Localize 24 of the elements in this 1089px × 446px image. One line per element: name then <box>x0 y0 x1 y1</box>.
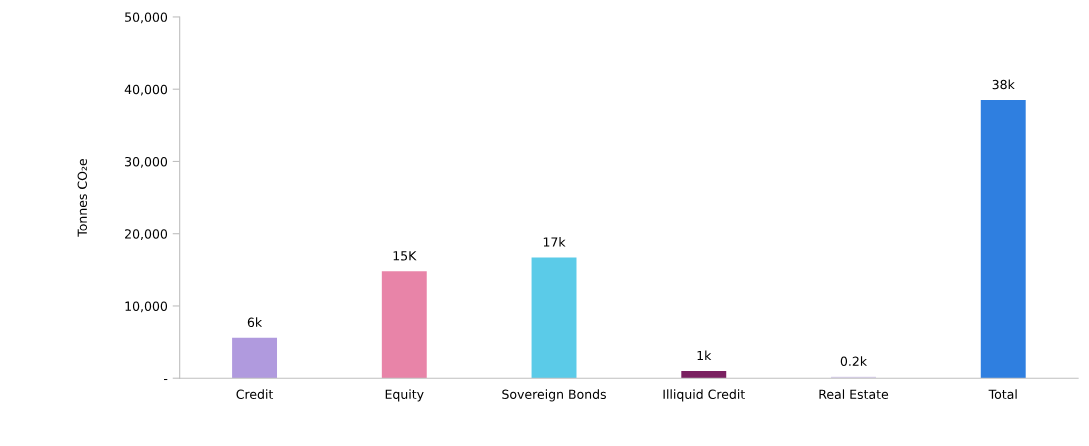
x-tick-label: Sovereign Bonds <box>502 389 606 402</box>
x-tick-label: Illiquid Credit <box>663 389 745 402</box>
y-axis-title: Tonnes CO₂e <box>77 159 87 237</box>
bar <box>681 370 727 379</box>
data-label: 1k <box>697 350 712 361</box>
x-tick-label: Credit <box>236 389 274 399</box>
data-label: 17k <box>543 237 566 247</box>
y-tick-label: 50,000 <box>125 12 168 24</box>
y-tick-label: - <box>163 379 168 381</box>
data-label: 6k <box>247 317 263 327</box>
y-tick-label: 30,000 <box>125 156 168 168</box>
bar <box>232 337 278 379</box>
bar <box>980 100 1026 379</box>
y-tick-label: 40,000 <box>124 84 168 96</box>
x-tick-label: Total <box>988 389 1017 399</box>
data-label: 38k <box>992 79 1015 90</box>
data-label: 0.2k <box>840 356 868 367</box>
bar <box>531 257 577 379</box>
data-label: 15K <box>393 251 417 261</box>
y-tick-label: 10,000 <box>125 301 168 313</box>
x-tick-label: Equity <box>385 389 424 402</box>
bar <box>381 271 427 379</box>
x-tick-label: Real Estate <box>819 389 889 399</box>
y-tick-label: 20,000 <box>125 229 168 240</box>
